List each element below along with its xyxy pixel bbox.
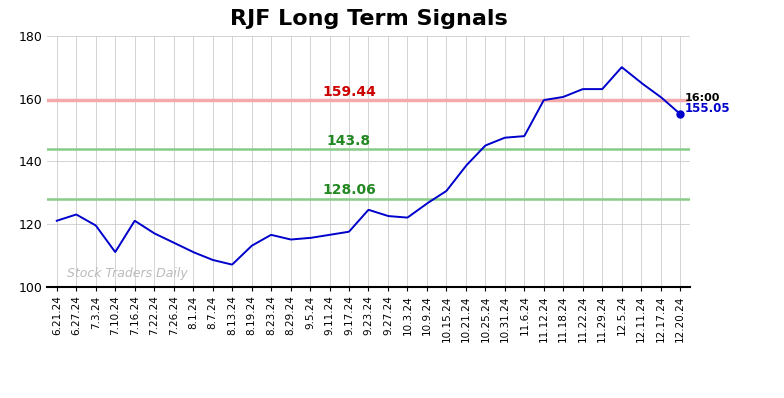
- Text: 143.8: 143.8: [327, 134, 371, 148]
- Text: 128.06: 128.06: [322, 183, 376, 197]
- Title: RJF Long Term Signals: RJF Long Term Signals: [230, 9, 507, 29]
- Text: 16:00: 16:00: [685, 94, 720, 103]
- Text: 159.44: 159.44: [322, 84, 376, 99]
- Text: 155.05: 155.05: [685, 101, 731, 115]
- Text: Stock Traders Daily: Stock Traders Daily: [67, 267, 187, 280]
